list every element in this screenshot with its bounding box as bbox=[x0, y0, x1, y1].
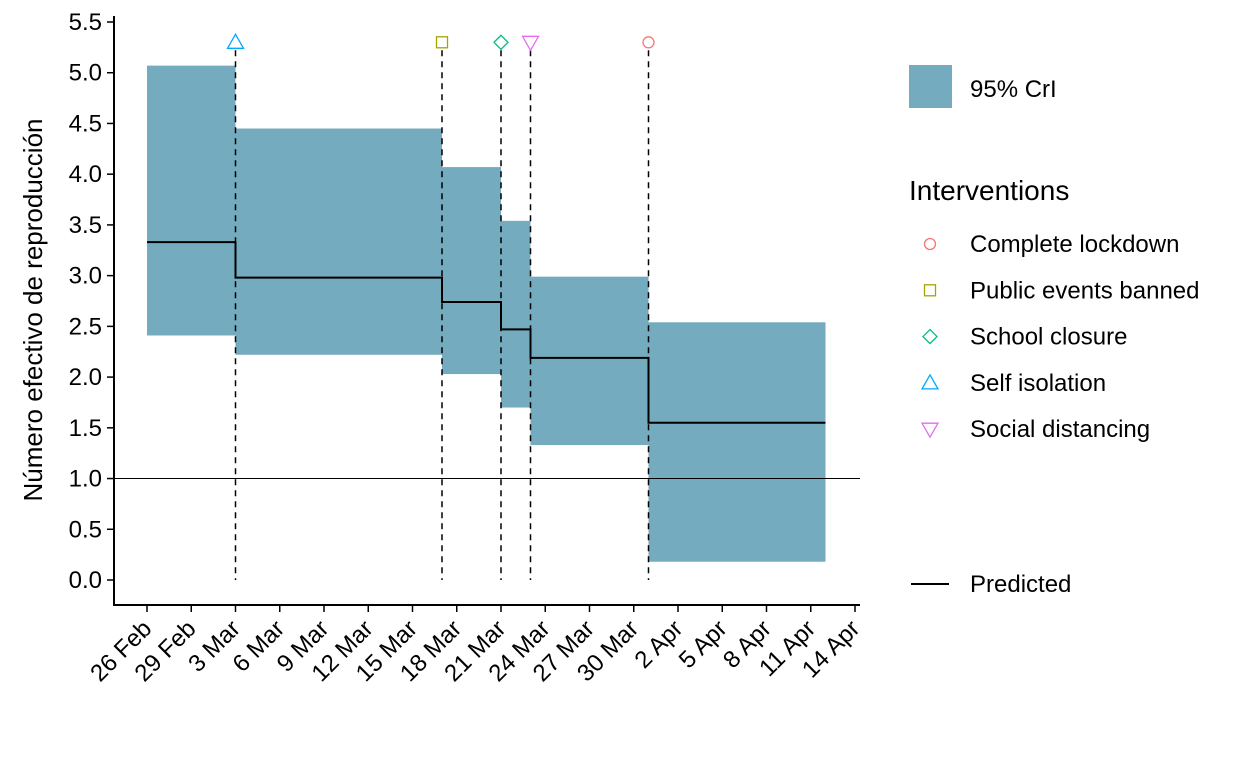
y-tick-label: 5.0 bbox=[69, 60, 102, 87]
legend-key-self-isolation bbox=[920, 373, 940, 390]
ci-band-4 bbox=[501, 220, 531, 408]
ci-band-2 bbox=[235, 128, 442, 355]
y-tick-label: 0.0 bbox=[69, 567, 102, 594]
y-tick-label: 0.5 bbox=[69, 516, 102, 543]
y-tick-label: 1.5 bbox=[69, 415, 102, 442]
marker-school-closure bbox=[493, 34, 509, 51]
legend-interventions-title: Interventions bbox=[909, 175, 1069, 206]
intervention-lines bbox=[234, 50, 650, 580]
y-tick-label: 1.0 bbox=[69, 466, 102, 493]
y-axis-title: Número efectivo de reproducción bbox=[18, 119, 48, 502]
y-tick-label: 4.5 bbox=[69, 110, 102, 137]
credible-interval-bands bbox=[147, 65, 826, 562]
y-tick-label: 4.0 bbox=[69, 161, 102, 188]
marker-public-events-banned bbox=[435, 36, 449, 49]
y-tick-label: 2.0 bbox=[69, 364, 102, 391]
ci-band-5 bbox=[530, 276, 649, 446]
legend-band-key bbox=[909, 65, 952, 108]
y-tick-label: 2.5 bbox=[69, 313, 102, 340]
legend-key-complete-lockdown bbox=[923, 237, 937, 251]
legend-label-complete-lockdown: Complete lockdown bbox=[970, 231, 1179, 258]
marker-complete-lockdown bbox=[642, 36, 655, 49]
legend-band-label: 95% CrI bbox=[970, 76, 1057, 103]
legend-interventions-list: Complete lockdown Public events banned Sch… bbox=[920, 231, 1200, 443]
legend-label-self-isolation: Self isolation bbox=[970, 370, 1106, 397]
y-tick-label: 5.5 bbox=[69, 9, 102, 36]
marker-self-isolation bbox=[226, 32, 245, 49]
y-tick-label: 3.5 bbox=[69, 212, 102, 239]
x-tick-label: 5 Apr bbox=[674, 615, 733, 674]
legend: 95% CrI Interventions Complete lockdown P… bbox=[909, 65, 1200, 598]
legend-label-public-events-banned: Public events banned bbox=[970, 277, 1200, 304]
legend-label-school-closure: School closure bbox=[970, 324, 1127, 351]
legend-key-social-distancing bbox=[920, 422, 940, 439]
legend-key-public-events-banned bbox=[923, 284, 937, 297]
x-tick-label: 2 Apr bbox=[630, 615, 689, 674]
y-tick-label: 3.0 bbox=[69, 263, 102, 290]
predicted-line bbox=[147, 241, 826, 424]
legend-label-social-distancing: Social distancing bbox=[970, 416, 1150, 443]
legend-key-school-closure bbox=[922, 328, 938, 345]
ci-band-3 bbox=[442, 167, 501, 375]
intervention-markers bbox=[226, 32, 655, 52]
legend-line-label: Predicted bbox=[970, 571, 1071, 598]
predicted-line-group bbox=[147, 241, 826, 424]
ci-band-6 bbox=[648, 322, 826, 562]
marker-social-distancing bbox=[521, 35, 540, 52]
ci-band-1 bbox=[147, 65, 236, 336]
